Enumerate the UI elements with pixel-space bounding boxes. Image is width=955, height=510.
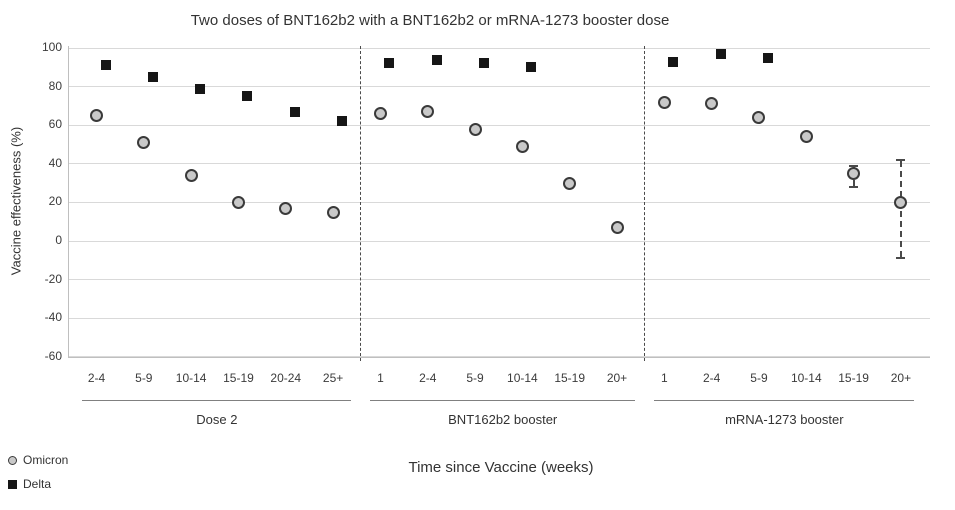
data-point-delta — [526, 62, 537, 73]
data-point-delta — [715, 48, 726, 59]
gridline — [68, 47, 930, 49]
gridline — [68, 279, 930, 281]
y-axis-tick-label: -40 — [44, 310, 62, 325]
data-point-omicron — [847, 166, 861, 180]
data-point-delta — [195, 83, 206, 94]
group-underline — [82, 400, 351, 401]
x-axis-tick-label: 20+ — [606, 371, 628, 385]
group-label: BNT162b2 booster — [448, 412, 558, 427]
data-point-omicron — [705, 97, 719, 111]
x-axis-tick-label: 20+ — [890, 371, 912, 385]
data-point-delta — [100, 60, 111, 71]
bottom-axis-line — [68, 357, 930, 358]
x-axis-tick-label: 15-19 — [223, 371, 254, 385]
data-point-omicron — [231, 195, 245, 209]
legend-label-omicron: Omicron — [23, 453, 69, 467]
data-point-omicron — [563, 176, 577, 190]
x-axis-tick-label: 1 — [377, 371, 384, 385]
x-axis-tick-label: 25+ — [322, 371, 344, 385]
gridline — [68, 201, 930, 203]
error-bar-cap — [896, 257, 906, 260]
data-point-omicron — [752, 110, 766, 124]
x-axis-tick-label: 10-14 — [507, 371, 538, 385]
left-axis-line — [68, 46, 69, 357]
data-point-delta — [147, 71, 158, 82]
data-point-omicron — [657, 95, 671, 109]
gridline — [68, 86, 930, 88]
data-point-omicron — [894, 195, 908, 209]
delta-square-icon — [8, 479, 17, 489]
legend-label-delta: Delta — [23, 477, 52, 491]
error-bar-cap — [896, 158, 906, 161]
data-point-delta — [337, 116, 348, 127]
data-point-delta — [289, 106, 300, 117]
legend: Omicron Delta — [8, 448, 68, 496]
y-axis-tick-label: -20 — [44, 271, 62, 286]
y-axis-tick-label: 40 — [48, 155, 62, 170]
y-axis-tick-label: 0 — [55, 233, 62, 247]
data-point-omicron — [184, 168, 198, 182]
x-axis-tick-label: 5-9 — [135, 371, 153, 385]
x-axis-tick-label: 2-4 — [419, 371, 437, 385]
x-axis-tick-label: 10-14 — [790, 371, 822, 385]
legend-item-delta: Delta — [8, 472, 68, 496]
data-point-omicron — [326, 205, 340, 219]
data-point-omicron — [799, 130, 813, 144]
data-point-omicron — [90, 109, 103, 123]
x-axis-tick-label: 1 — [660, 371, 668, 385]
y-axis-tick-label: 20 — [48, 194, 62, 209]
group-label: mRNA-1273 booster — [725, 412, 844, 427]
panel-separator — [644, 46, 646, 361]
data-point-delta — [384, 58, 395, 69]
error-bar-cap — [849, 185, 859, 188]
x-axis-tick-label: 20-24 — [270, 371, 302, 385]
data-point-omicron — [373, 107, 387, 121]
data-point-delta — [762, 52, 773, 63]
x-axis-tick-label: 5-9 — [466, 371, 484, 385]
y-axis-tick-label: 60 — [48, 117, 62, 132]
data-point-delta — [479, 58, 490, 69]
data-point-delta — [242, 91, 253, 102]
group-underline — [369, 400, 635, 401]
error-bar-cap — [849, 164, 859, 167]
y-axis-tick-label: -60 — [44, 348, 62, 363]
x-axis-tick-label: 2-4 — [702, 371, 721, 385]
chart-title: Two doses of BNT162b2 with a BNT162b2 or… — [190, 12, 670, 29]
gridline — [68, 317, 930, 319]
y-axis-tick-label: 100 — [41, 40, 62, 54]
panel-separator — [360, 46, 362, 361]
data-point-omicron — [468, 122, 482, 136]
x-axis-tick-label: 5-9 — [750, 371, 768, 385]
error-bar — [899, 160, 902, 258]
data-point-omicron — [515, 139, 529, 153]
data-point-omicron — [279, 201, 293, 215]
group-label: Dose 2 — [196, 412, 238, 427]
x-axis-tick-label: 2-4 — [87, 371, 106, 385]
legend-item-omicron: Omicron — [8, 448, 68, 472]
data-point-delta — [431, 54, 442, 65]
gridline — [68, 240, 930, 242]
gridline — [68, 163, 930, 165]
data-point-delta — [668, 56, 679, 67]
x-axis-tick-label: 10-14 — [175, 371, 207, 385]
data-point-omicron — [610, 220, 624, 234]
x-axis-tick-label: 15-19 — [554, 371, 586, 385]
y-axis-tick-label: 80 — [48, 78, 62, 93]
x-axis-title: Time since Vaccine (weeks) — [408, 459, 594, 476]
gridline — [68, 124, 930, 126]
omicron-circle-icon — [8, 455, 17, 465]
x-axis-tick-label: 15-19 — [838, 371, 869, 385]
data-point-omicron — [421, 105, 435, 119]
group-underline — [653, 400, 914, 401]
data-point-omicron — [137, 136, 151, 150]
gridline — [68, 356, 930, 358]
